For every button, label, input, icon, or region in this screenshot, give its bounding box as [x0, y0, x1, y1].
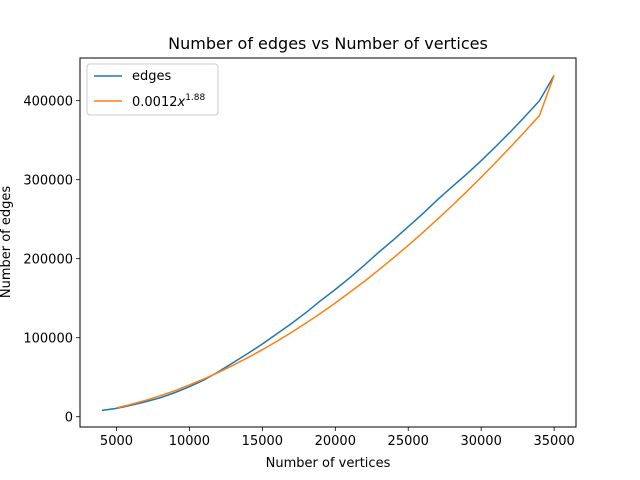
y-axis-label: Number of edges — [0, 186, 14, 299]
axes-frame — [79, 57, 577, 428]
y-tick-label: 100000 — [23, 332, 73, 347]
x-tick-label: 20000 — [315, 434, 356, 449]
x-tick-label: 35000 — [533, 434, 574, 449]
x-tick-label: 15000 — [242, 434, 283, 449]
series-layer — [101, 75, 555, 412]
x-axis-label: Number of vertices — [266, 456, 391, 471]
y-tick-label: 400000 — [23, 95, 73, 110]
x-tick-label: 25000 — [388, 434, 429, 449]
legend-label-fit: 0.0012x1.88 — [132, 93, 206, 110]
x-tick-label: 5000 — [100, 434, 133, 449]
x-tick-label: 10000 — [169, 434, 210, 449]
x-axis-ticks: 5000 10000 15000 20000 25000 30000 35000 — [100, 427, 575, 449]
x-tick-label: 30000 — [460, 434, 501, 449]
y-tick-label: 200000 — [23, 253, 73, 268]
legend-label-edges: edges — [132, 69, 172, 84]
legend: edges 0.0012x1.88 — [86, 63, 219, 116]
plot-area — [79, 57, 577, 428]
y-tick-label: 300000 — [23, 174, 73, 189]
series-line-fit — [116, 75, 555, 409]
y-axis-ticks: 0 100000 200000 300000 400000 — [23, 95, 80, 426]
series-line-edges — [101, 75, 555, 412]
chart-title: Number of edges vs Number of vertices — [168, 34, 488, 53]
y-tick-label: 0 — [65, 411, 73, 426]
